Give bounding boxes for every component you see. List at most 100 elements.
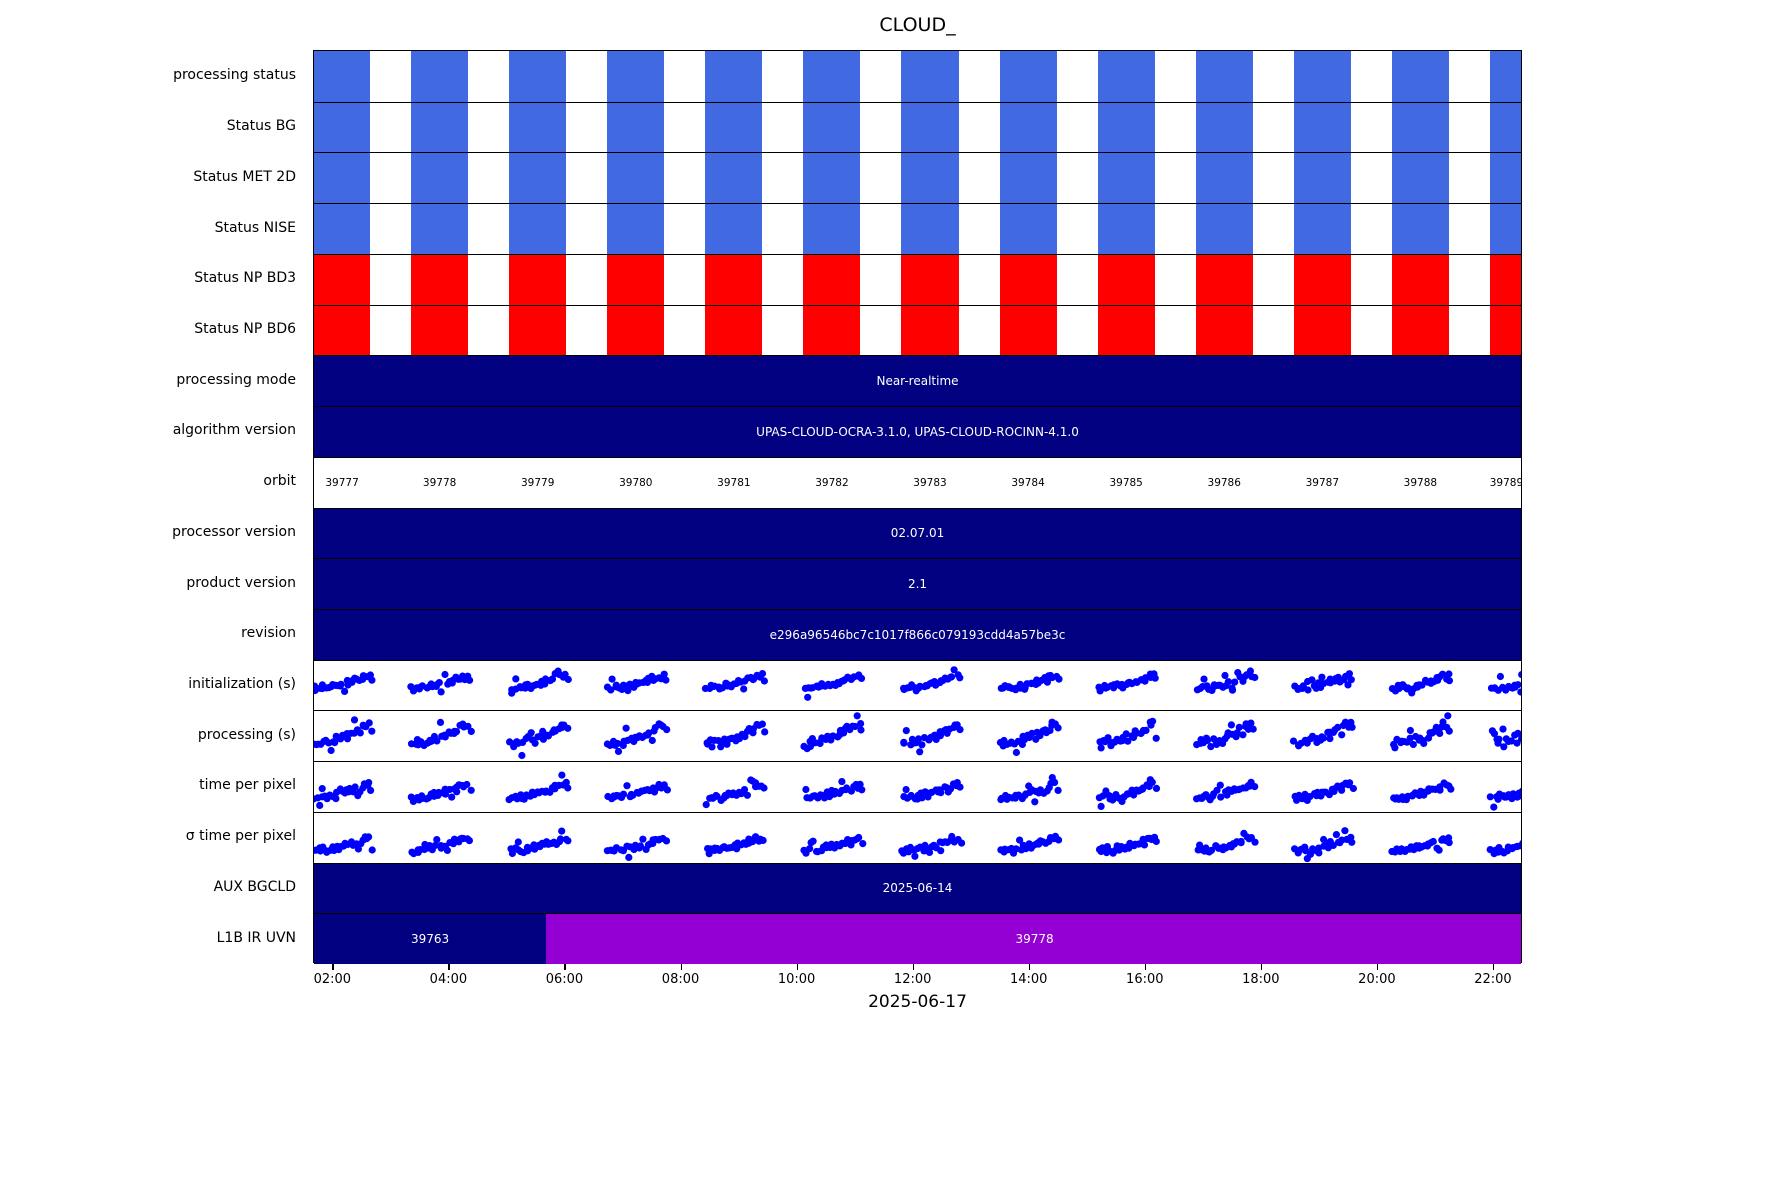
scatter-point [1432,724,1440,732]
row-processing-mode: Near-realtime [314,355,1521,407]
status-block [411,254,469,305]
scatter-point [1031,798,1039,806]
scatter-point [331,739,339,747]
status-block [509,254,567,305]
scatter-point [1308,675,1316,684]
scatter-point [562,778,570,787]
scatter-point [900,739,908,748]
status-block [901,204,959,254]
status-block [314,153,371,204]
status-block [1097,102,1155,153]
status-block [999,51,1057,102]
scatter-point [1239,731,1247,739]
scatter-point [856,780,864,789]
x-tick-mark [680,964,683,970]
scatter-point [662,676,670,684]
scatter-point [368,676,376,684]
x-tick-label: 06:00 [545,972,584,987]
row-processing-status [314,51,1521,102]
scatter-point [564,675,572,683]
scatter-point [368,727,376,736]
status-block [411,102,469,153]
status-block [314,254,371,305]
scatter-point [433,835,441,844]
scatter-point [759,836,767,844]
row-label-status-nise: Status NISE [214,219,296,236]
scatter-point [1326,735,1334,743]
scatter-point [1445,676,1453,684]
scatter-point [911,852,919,860]
scatter-point [1439,718,1447,726]
scatter-point [435,678,443,686]
scatter-point [622,724,630,733]
status-block [1293,51,1351,102]
row-label-processing-mode: processing mode [176,371,296,388]
status-block [1293,305,1351,356]
bar-value: 02.07.01 [890,526,945,541]
scatter-point [1235,724,1243,732]
scatter-point [1429,837,1437,845]
scatter-point [623,782,631,790]
scatter-point [1318,673,1326,681]
scatter-point [1306,850,1315,858]
scatter-point [1496,672,1504,680]
x-tick-label: 08:00 [661,972,700,987]
bar-value: UPAS-CLOUD-OCRA-3.1.0, UPAS-CLOUD-ROCINN… [756,424,1079,439]
status-block [803,305,861,356]
status-block [607,153,665,204]
scatter-point [802,786,810,794]
scatter-point [1348,724,1356,732]
row-label-algorithm-version: algorithm version [172,422,296,439]
scatter-point [1231,678,1239,686]
scatter-point [851,723,859,731]
scatter-point [1055,836,1063,844]
scatter-point [448,793,456,801]
orbit-label: 39782 [815,476,849,489]
status-block [803,204,861,254]
status-block [901,305,959,356]
orbit-label: 39785 [1109,476,1143,489]
status-block [1293,153,1351,204]
x-tick-mark [796,964,799,970]
status-block [705,254,763,305]
status-block [411,51,469,102]
status-block [1097,254,1155,305]
bar-value: 2025-06-14 [882,881,953,896]
scatter-point [1251,783,1259,791]
row-status-nise [314,203,1521,254]
row-processor-version: 02.07.01 [314,507,1521,559]
status-block [901,254,959,305]
scatter-point [463,781,471,789]
scatter-point [443,846,451,854]
status-block [314,204,371,254]
orbit-label: 39789 [1489,476,1521,489]
scatter-point [1228,684,1236,692]
scatter-point [527,729,535,737]
scatter-point [809,837,817,845]
status-block [1293,254,1351,305]
status-block [1391,51,1449,102]
x-tick-label: 16:00 [1126,972,1164,987]
scatter-point [760,784,768,792]
status-block [999,102,1057,153]
scatter-point [1490,730,1498,738]
scatter-point [902,727,910,735]
status-block [1195,102,1253,153]
scatter-point [441,733,449,741]
row-status-np-bd6 [314,304,1521,356]
orbit-label: 39780 [619,476,653,489]
scatter-point [332,795,340,803]
scatter-point [1012,749,1021,757]
scatter-point [1207,846,1216,854]
scatter-point [1207,743,1215,751]
scatter-point [1518,735,1521,743]
scatter-point [1329,841,1337,849]
scatter-point [465,836,473,845]
scatter-point [1151,674,1159,682]
scatter-point [1148,778,1156,787]
scatter-point [341,687,349,695]
scatter-point [1043,678,1051,686]
row-product-version: 2.1 [314,558,1521,609]
row-label-l1b-ir-uvn: L1B IR UVN [216,929,296,946]
scatter-point [816,740,824,748]
